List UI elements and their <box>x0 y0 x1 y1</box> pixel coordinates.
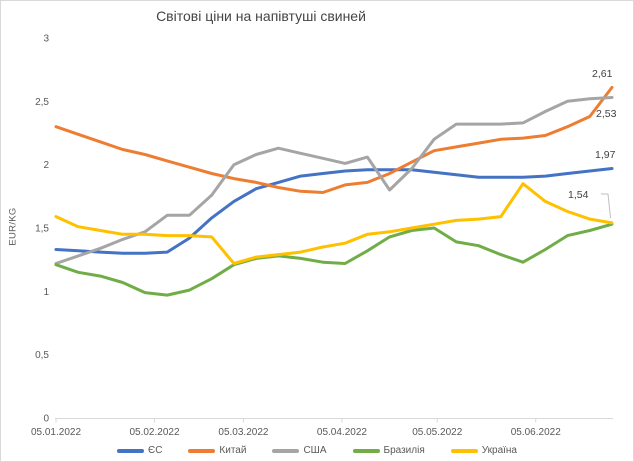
legend-label-brazil: Бразилія <box>383 445 425 456</box>
x-tick-label: 05.03.2022 <box>218 427 268 438</box>
y-tick-label: 0,5 <box>35 350 49 361</box>
series-line-brazil <box>54 222 614 297</box>
legend-label-ukraine: Україна <box>481 445 517 456</box>
legend-swatch-usa <box>272 449 300 453</box>
series-line-ukraine <box>54 182 614 265</box>
x-tick-label: 05.01.2022 <box>31 427 81 438</box>
legend-item-china: Китай <box>188 445 246 457</box>
legend-swatch-brazil <box>352 449 380 453</box>
legend-label-china: Китай <box>219 445 247 456</box>
y-tick-label: 2,5 <box>35 97 49 108</box>
x-tick-label: 05.02.2022 <box>129 427 179 438</box>
legend: ЄС Китай США Бразилія Україна <box>1 443 633 459</box>
y-tick-label: 0 <box>43 414 49 425</box>
legend-item-ukraine: Україна <box>450 445 517 457</box>
end-value-label-china: 2,61 <box>592 68 613 80</box>
x-tick-label: 05.06.2022 <box>511 427 561 438</box>
y-tick-label: 3 <box>43 34 49 45</box>
chart-title: Світові ціни на напівтуші свиней <box>156 8 366 24</box>
y-tick-label: 1,5 <box>35 224 49 235</box>
legend-swatch-ukraine <box>450 449 478 453</box>
series-line-china <box>54 85 614 194</box>
legend-item-brazil: Бразилія <box>352 445 425 457</box>
legend-swatch-eu <box>117 449 144 453</box>
end-value-label-eu: 1,97 <box>595 149 616 161</box>
end-value-label-ukraine: 1,54 <box>568 189 589 201</box>
legend-swatch-china <box>188 449 216 453</box>
series-line-eu <box>54 167 614 255</box>
legend-item-usa: США <box>272 445 327 457</box>
series-line-usa <box>54 96 614 265</box>
legend-label-usa: США <box>303 445 327 456</box>
x-tick-label: 05.05.2022 <box>412 427 462 438</box>
y-tick-label: 1 <box>43 287 49 298</box>
x-tick-label: 05.04.2022 <box>317 427 367 438</box>
data-label-leader-line <box>601 193 611 219</box>
legend-item-eu: ЄС <box>117 445 162 457</box>
end-value-label-usa: 2,53 <box>596 108 617 120</box>
legend-label-eu: ЄС <box>148 445 163 456</box>
y-tick-label: 2 <box>43 160 49 171</box>
